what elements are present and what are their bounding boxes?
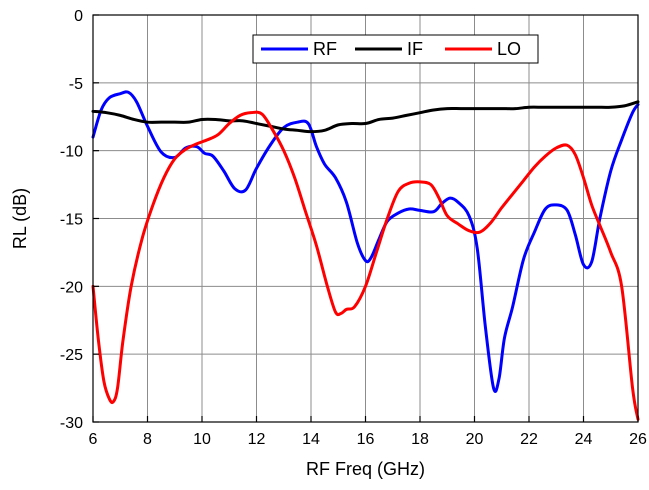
- y-tick-label: 0: [74, 8, 83, 25]
- legend-label-if: IF: [407, 39, 423, 59]
- y-tick-label: -25: [60, 347, 83, 364]
- y-tick-label: -15: [60, 212, 83, 229]
- x-tick-label: 24: [575, 431, 593, 448]
- x-tick-label: 6: [89, 431, 98, 448]
- y-tick-label: -30: [60, 415, 83, 432]
- x-tick-label: 20: [466, 431, 484, 448]
- y-tick-label: -20: [60, 279, 83, 296]
- axis-ticks: [92, 14, 639, 423]
- legend-label-lo: LO: [497, 39, 521, 59]
- legend-label-rf: RF: [313, 39, 337, 59]
- x-tick-label: 8: [143, 431, 152, 448]
- x-tick-label: 14: [302, 431, 320, 448]
- x-tick-label: 18: [411, 431, 429, 448]
- y-tick-label: -5: [69, 76, 83, 93]
- x-tick-label: 16: [357, 431, 375, 448]
- x-tick-label: 10: [193, 431, 211, 448]
- y-tick-label: -10: [60, 144, 83, 161]
- x-axis-title: RF Freq (GHz): [306, 459, 425, 479]
- x-tick-label: 12: [248, 431, 266, 448]
- series-layer: [91, 90, 640, 421]
- series-line-lo: [91, 110, 640, 421]
- x-tick-label: 26: [629, 431, 647, 448]
- tick-labels: 6 8 10 12 14 16 18 20 22 24 26 0 -5 -10 -15 -20 -25 -30: [60, 8, 647, 448]
- series-line-if: [91, 100, 640, 134]
- y-axis-title: RL (dB): [10, 188, 30, 249]
- legend: RF IF LO: [252, 34, 539, 64]
- x-tick-label: 22: [520, 431, 538, 448]
